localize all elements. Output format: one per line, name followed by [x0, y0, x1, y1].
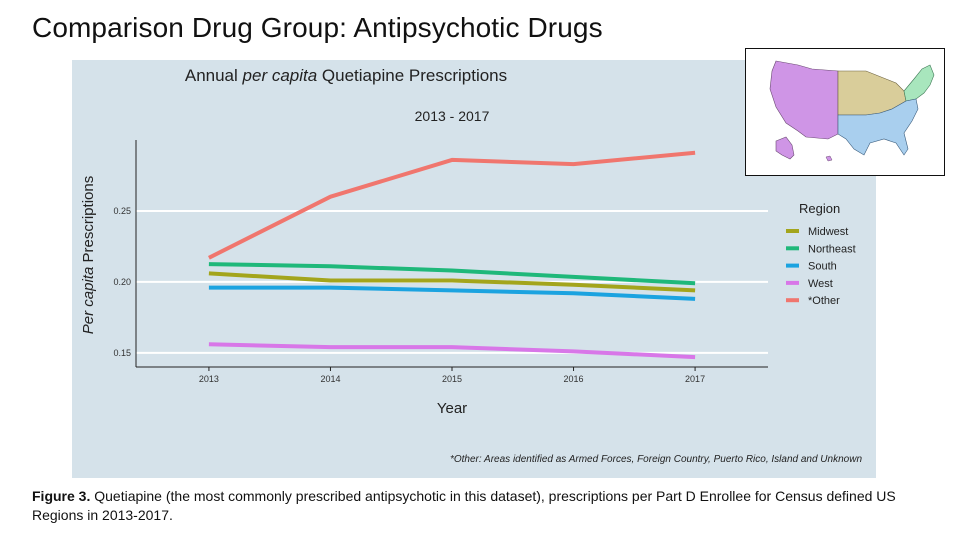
series-line-other — [208, 150, 696, 260]
x-tick-label: 2016 — [564, 374, 584, 384]
us-regions-map — [745, 48, 945, 176]
series-line-midwest — [208, 271, 696, 293]
legend-label-northeast: Northeast — [808, 243, 856, 255]
x-tick-label: 2017 — [685, 374, 705, 384]
series-line-northeast — [208, 262, 696, 286]
us-map-svg — [769, 60, 935, 162]
chart-title-part: Quetiapine Prescriptions — [317, 66, 507, 85]
legend: Midwest Northeast South West *Other — [786, 226, 856, 307]
map-region-west — [769, 60, 839, 140]
axes — [135, 140, 768, 371]
x-tick-label: 2015 — [442, 374, 462, 384]
x-tick-label: 2014 — [320, 374, 340, 384]
figure-caption: Figure 3. Quetiapine (the most commonly … — [32, 487, 937, 525]
chart-title-italic: per capita — [242, 66, 318, 85]
chart-footnote: *Other: Areas identified as Armed Forces… — [450, 454, 862, 465]
map-region-alaska — [775, 136, 795, 160]
figure-caption-text: Quetiapine (the most commonly prescribed… — [32, 488, 896, 523]
map-region-northeast — [903, 64, 935, 102]
x-tick-label: 2013 — [199, 374, 219, 384]
series-line-west — [208, 342, 696, 360]
chart-title-part: Annual — [185, 66, 243, 85]
legend-label-midwest: Midwest — [808, 226, 848, 238]
legend-label-south: South — [808, 261, 837, 273]
y-axis-title-part: Prescriptions — [80, 176, 97, 267]
series-lines — [208, 150, 696, 360]
y-tick-labels: 0.15 0.20 0.25 — [113, 206, 131, 358]
y-tick-label: 0.25 — [113, 206, 131, 216]
y-tick-label: 0.20 — [113, 277, 131, 287]
slide-title: Comparison Drug Group: Antipsychotic Dru… — [32, 12, 603, 43]
y-axis-title-italic: Per capita — [80, 267, 97, 335]
legend-label-west: West — [808, 278, 833, 290]
legend-label-other: *Other — [808, 295, 840, 307]
map-region-south — [837, 98, 919, 156]
line-chart: Annual per capita Quetiapine Prescriptio… — [80, 66, 862, 465]
series-line-south — [208, 285, 696, 301]
y-tick-label: 0.15 — [113, 348, 131, 358]
chart-title: Annual per capita Quetiapine Prescriptio… — [185, 66, 507, 85]
x-axis-title: Year — [437, 400, 467, 417]
chart-panel: Annual per capita Quetiapine Prescriptio… — [72, 60, 876, 478]
figure-caption-label: Figure 3. — [32, 488, 91, 504]
x-tick-labels: 2013 2014 2015 2016 2017 — [199, 374, 705, 384]
map-region-hawaii — [825, 155, 833, 162]
chart-subtitle: 2013 - 2017 — [415, 108, 490, 124]
y-axis-title: Per capita Prescriptions — [80, 176, 97, 334]
legend-title: Region — [799, 201, 840, 216]
